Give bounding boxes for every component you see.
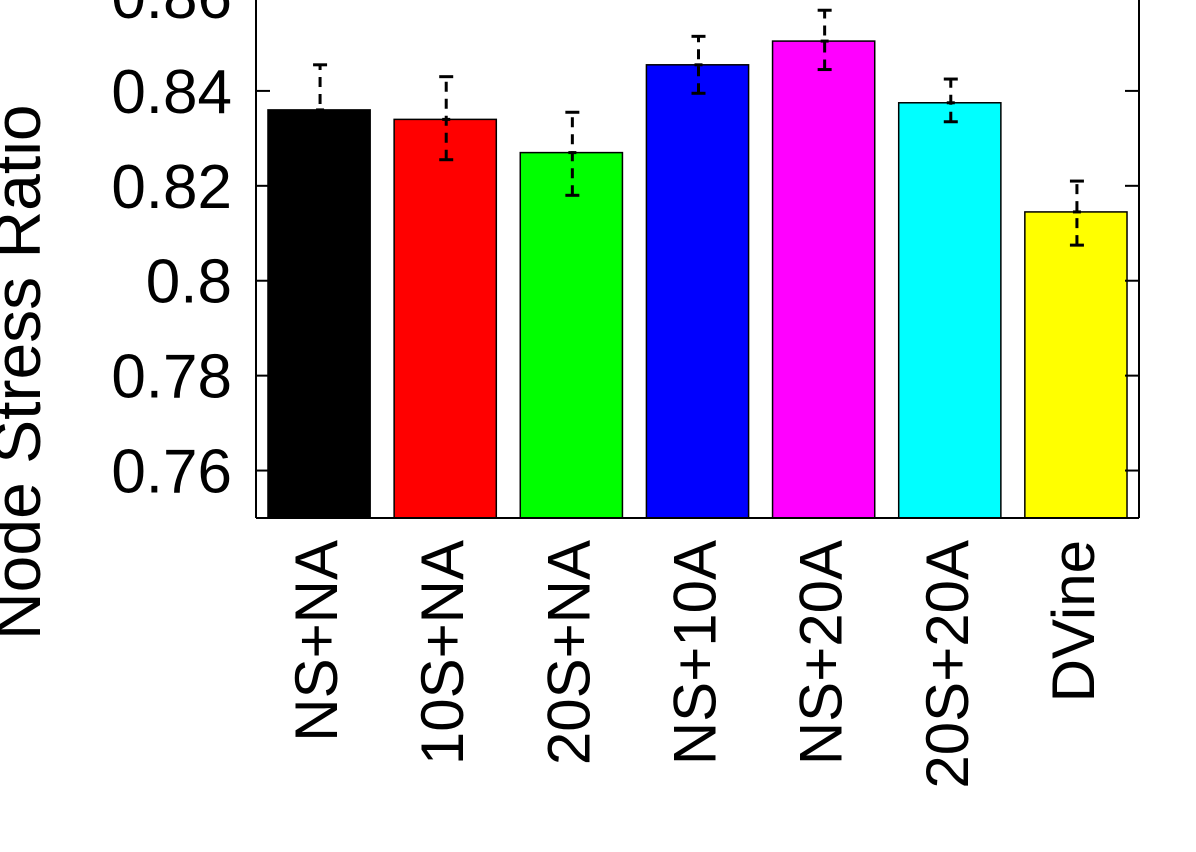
y-tick-label: 0.84 (111, 58, 232, 127)
x-labels-group: NS+NA 10S+NA 20S+NA NS+10A NS+20A 20S+20A DVin… (283, 540, 1107, 789)
bar-10s-na (393, 118, 498, 519)
y-tick-label: 0.86 (111, 0, 232, 32)
y-tick-label: 0.8 (146, 248, 232, 317)
bar-ns-20a (771, 40, 876, 519)
x-category-label: NS+NA (283, 540, 350, 742)
bar-ns-na (267, 109, 371, 519)
error-bars-group (313, 8, 1084, 247)
bar-dvine (1024, 211, 1128, 519)
axes-group (255, 0, 1140, 519)
x-category-label: 20S+20A (914, 540, 981, 789)
y-tick-label: 0.76 (111, 438, 232, 507)
x-category-label: DVine (1040, 540, 1107, 702)
y-ticks-group: 0.76 0.78 0.8 0.82 0.84 0.86 (111, 0, 1139, 507)
y-tick-label: 0.82 (111, 153, 232, 222)
y-axis-title: Node Stress Ratio (0, 104, 54, 640)
bar-ns-10a (645, 64, 750, 519)
x-category-label: 10S+NA (409, 540, 476, 765)
x-category-label: NS+10A (662, 540, 729, 765)
x-category-label: NS+20A (788, 540, 855, 765)
bar-20s-20a (897, 102, 1002, 519)
x-category-label: 20S+NA (535, 540, 602, 765)
y-tick-label: 0.78 (111, 343, 232, 412)
bars-group (267, 40, 1128, 519)
bar-20s-na (519, 151, 624, 519)
